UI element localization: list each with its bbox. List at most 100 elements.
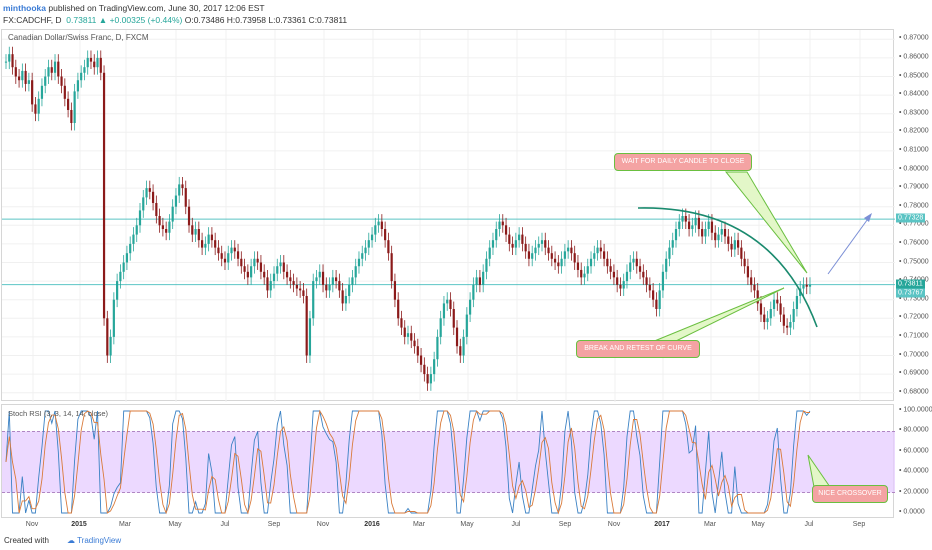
candle-body	[410, 333, 413, 341]
time-tick-label: Nov	[607, 521, 621, 528]
candle-body	[259, 262, 263, 272]
candle-body	[83, 67, 86, 73]
annotation-wait-candle[interactable]: WAIT FOR DAILY CANDLE TO CLOSE	[614, 153, 752, 171]
candle-body	[223, 258, 227, 263]
candle-body	[580, 269, 583, 278]
candle-body	[687, 221, 691, 230]
publisher-line: minthooka published on TradingView.com, …	[3, 3, 265, 13]
candle-body	[4, 61, 8, 63]
candle-body	[573, 253, 576, 263]
candle-body	[701, 229, 704, 237]
candle-body	[387, 240, 390, 254]
candle-body	[341, 290, 344, 304]
candle-body	[384, 229, 387, 241]
candle-body	[750, 277, 753, 285]
stoch-d-line	[5, 409, 810, 515]
candle-body	[678, 221, 681, 230]
candle-body	[168, 221, 171, 233]
candle-body	[236, 251, 240, 259]
ohlc-values: O:0.73486 H:0.73958 L:0.73361 C:0.73811	[184, 15, 348, 25]
annotation-crossover[interactable]: NICE CROSSOVER	[812, 485, 888, 503]
candle-body	[112, 299, 115, 337]
candle-body	[334, 277, 338, 282]
candle-body	[805, 284, 808, 287]
stoch-rsi-svg	[2, 409, 895, 515]
time-tick-label: Mar	[118, 521, 132, 528]
stoch-rsi-pane[interactable]: Stoch RSI (3, 3, 14, 14, close) NICE CRO…	[1, 404, 895, 518]
candle-body	[697, 217, 700, 230]
osc-tick-label: • 0.0000	[899, 508, 925, 516]
candle-body	[661, 271, 665, 291]
candle-body	[390, 253, 393, 282]
publisher-username[interactable]: minthooka	[3, 3, 46, 13]
cloud-icon: ☁	[67, 536, 75, 545]
candle-body	[8, 54, 11, 62]
candle-body	[652, 290, 655, 300]
tradingview-logo[interactable]: ☁ TradingView	[67, 536, 121, 545]
price-axis[interactable]: • 0.87000 • 0.86000 • 0.85000 • 0.84000 • 0.…	[895, 29, 932, 401]
candle-body	[403, 327, 406, 337]
candle-body	[671, 240, 674, 248]
candle-body	[377, 221, 380, 226]
candle-body	[220, 253, 223, 259]
candle-body	[17, 76, 21, 81]
candle-body	[524, 243, 527, 252]
candle-body	[70, 109, 73, 123]
candle-body	[642, 271, 645, 278]
candle-body	[331, 277, 334, 285]
candle-body	[155, 202, 158, 216]
candle-body	[792, 309, 795, 323]
candle-body	[266, 277, 269, 291]
time-tick-label: Jul	[804, 521, 814, 528]
candle-body	[233, 247, 236, 252]
candle-body	[21, 70, 24, 81]
candle-body	[315, 277, 318, 282]
candle-body	[184, 188, 187, 207]
candle-body	[537, 243, 540, 248]
time-tick-label: Sep	[852, 521, 866, 528]
candle-body	[204, 243, 207, 248]
price-tick-label: • 0.69000	[899, 369, 929, 377]
candle-body	[419, 355, 423, 365]
candle-body	[73, 91, 76, 123]
candle-body	[596, 247, 599, 254]
candle-body	[786, 325, 789, 328]
candle-body	[589, 258, 593, 267]
candle-body	[531, 253, 534, 259]
time-tick-label: Mar	[703, 521, 717, 528]
annotation-break-retest[interactable]: BREAK AND RETEST OF CURVE	[576, 340, 700, 358]
candle-body	[171, 206, 174, 222]
candle-body	[740, 247, 743, 259]
time-axis[interactable]: Nov 2015 Mar May Jul Sep Nov 2016 Mar May Jul Sep No…	[1, 518, 894, 532]
osc-tick-label: • 100.0000	[899, 406, 932, 414]
candle-body	[47, 67, 50, 77]
candle-body	[416, 346, 419, 356]
candle-body	[540, 240, 544, 244]
candle-body	[567, 247, 570, 252]
candle-body	[122, 262, 125, 272]
candle-body	[684, 216, 687, 222]
candle-body	[50, 67, 53, 73]
candle-body	[508, 234, 511, 244]
candle-body	[423, 364, 426, 375]
candle-body	[178, 184, 181, 196]
candle-body	[325, 284, 328, 291]
candle-body	[583, 273, 586, 278]
pane-title: Canadian Dollar/Swiss Franc, D, FXCM	[8, 33, 149, 42]
chart-header: minthooka published on TradingView.com, …	[0, 0, 932, 28]
osc-axis[interactable]: • 100.0000 • 80.0000 • 60.0000 • 40.0000 • 2…	[895, 404, 932, 518]
candle-body	[534, 247, 537, 254]
candle-body	[527, 251, 531, 259]
candle-body	[299, 288, 302, 291]
candle-body	[619, 284, 622, 289]
created-with-label: Created with	[4, 536, 49, 545]
price-tick-label: • 0.85000	[899, 72, 929, 79]
candle-body	[37, 98, 40, 114]
candle-body	[282, 262, 285, 272]
candle-body	[674, 229, 678, 241]
candle-body	[119, 271, 122, 282]
candle-body	[158, 216, 161, 226]
price-tick-label: • 0.68000	[899, 388, 929, 396]
price-pane[interactable]: Canadian Dollar/Swiss Franc, D, FXCM WAI…	[1, 29, 895, 402]
candle-body	[96, 57, 99, 68]
